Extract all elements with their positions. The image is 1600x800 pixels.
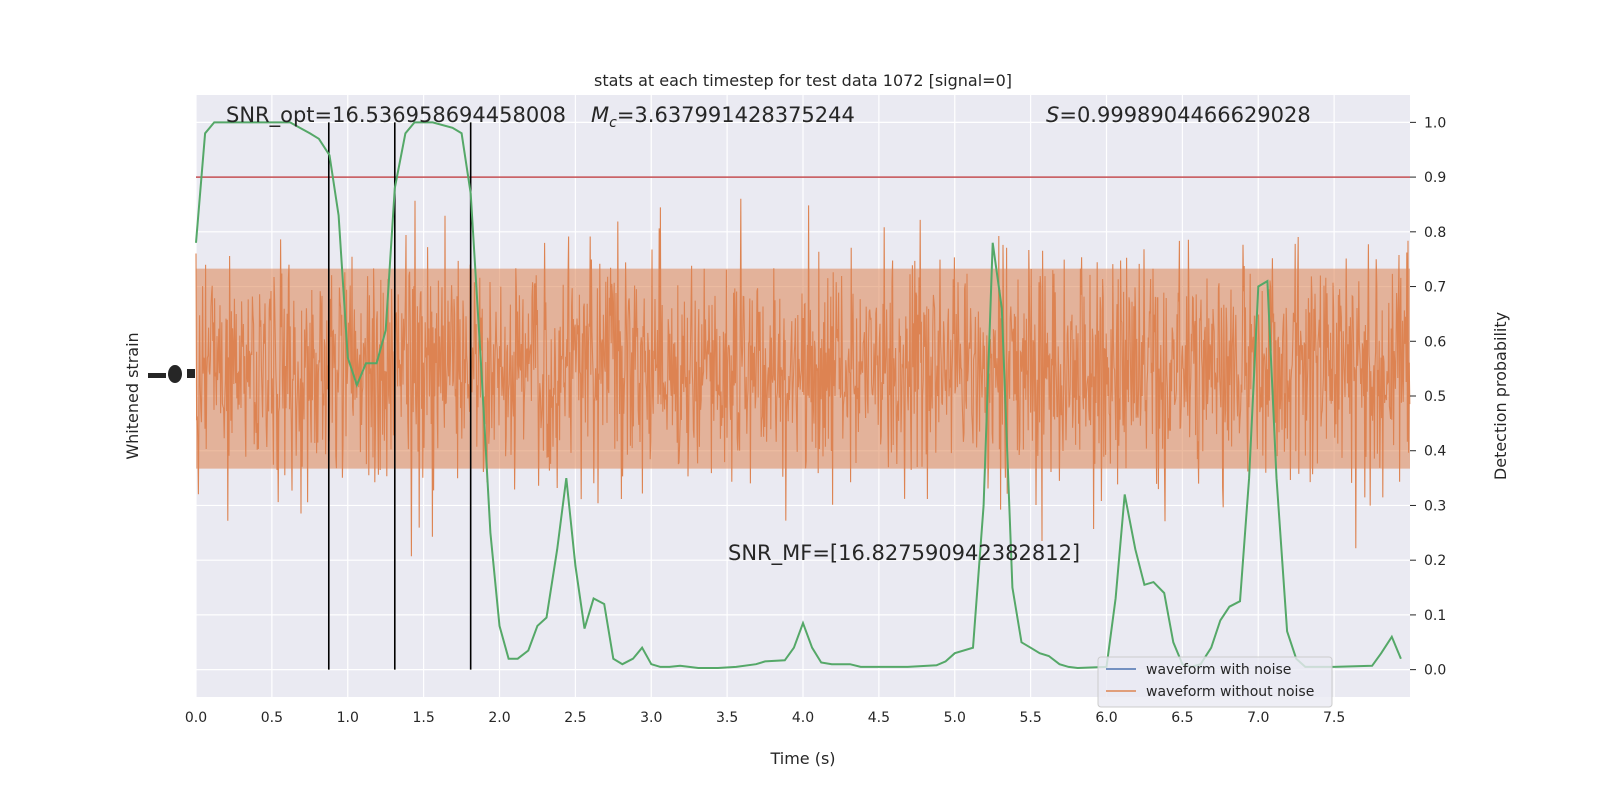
y-right-tick-label-5: 0.5 (1424, 389, 1446, 405)
y-right-tick-label-10: 1.0 (1424, 115, 1446, 131)
x-tick-label-9: 4.5 (868, 710, 890, 726)
x-axis-ticks: 0.0 0.5 1.0 1.5 2.0 2.5 3.0 3.5 4.0 4.5 5.0 5.5 6.0 6… (185, 710, 1345, 726)
y-right-tick-label-9: 0.9 (1424, 170, 1446, 186)
y-right-tick-label-6: 0.6 (1424, 334, 1446, 350)
x-tick-label-15: 7.5 (1323, 710, 1345, 726)
x-tick-label-5: 2.5 (564, 710, 586, 726)
y-right-axis-ticks: 0.0 0.1 0.2 0.3 0.4 0.5 0.6 0.7 0.8 0.9 1.0 (1410, 115, 1446, 679)
strain-dense-core (196, 268, 1410, 469)
y-right-tick-label-4: 0.4 (1424, 444, 1446, 460)
statistic-value: =0.9998904466629028 (1059, 103, 1310, 127)
x-tick-label-13: 6.5 (1171, 710, 1193, 726)
x-tick-label-4: 2.0 (488, 710, 510, 726)
chirp-mass-symbol: M (591, 103, 609, 127)
chirp-mass-value: =3.637991428375244 (617, 103, 855, 127)
y-right-tick-label-8: 0.8 (1424, 225, 1446, 241)
x-tick-label-6: 3.0 (640, 710, 662, 726)
x-tick-label-12: 6.0 (1095, 710, 1117, 726)
legend: waveform with noise waveform without noi… (1097, 656, 1333, 708)
annotation-chirp-mass: Mc=3.637991428375244 (591, 103, 855, 131)
y-right-tick-label-7: 0.7 (1424, 280, 1446, 296)
x-tick-label-14: 7.0 (1247, 710, 1269, 726)
chart-title: stats at each timestep for test data 107… (594, 71, 1012, 90)
legend-box (1097, 656, 1333, 708)
x-tick-label-11: 5.5 (1019, 710, 1041, 726)
y-left-axis-label: Whitened strain (123, 332, 142, 459)
x-axis-label: Time (s) (769, 749, 835, 768)
y-right-tick-label-0: 0.0 (1424, 663, 1446, 679)
x-tick-label-8: 4.0 (792, 710, 814, 726)
x-tick-label-7: 3.5 (716, 710, 738, 726)
x-tick-label-10: 5.0 (944, 710, 966, 726)
x-tick-label-0: 0.0 (185, 710, 207, 726)
left-axis-tick-labels-overlap (148, 365, 195, 383)
x-tick-label-2: 1.0 (337, 710, 359, 726)
statistic-symbol: S (1046, 103, 1059, 127)
strain-series (195, 198, 1411, 557)
chirp-mass-subscript: c (609, 115, 617, 131)
legend-label-without-noise: waveform without noise (1146, 684, 1314, 700)
annotation-statistic: S=0.9998904466629028 (1046, 103, 1311, 127)
y-right-axis-label: Detection probability (1491, 312, 1510, 480)
annotation-snr-mf: SNR_MF=[16.827590942382812] (728, 541, 1080, 566)
y-right-tick-label-3: 0.3 (1424, 498, 1446, 514)
y-right-tick-label-2: 0.2 (1424, 553, 1446, 569)
x-tick-label-1: 0.5 (261, 710, 283, 726)
x-tick-label-3: 1.5 (412, 710, 434, 726)
vertical-marker-lines (327, 122, 472, 670)
annotation-snr-opt: SNR_opt=16.536958694458008 (226, 103, 566, 128)
y-right-tick-label-1: 0.1 (1424, 608, 1446, 624)
legend-label-with-noise: waveform with noise (1146, 662, 1291, 678)
